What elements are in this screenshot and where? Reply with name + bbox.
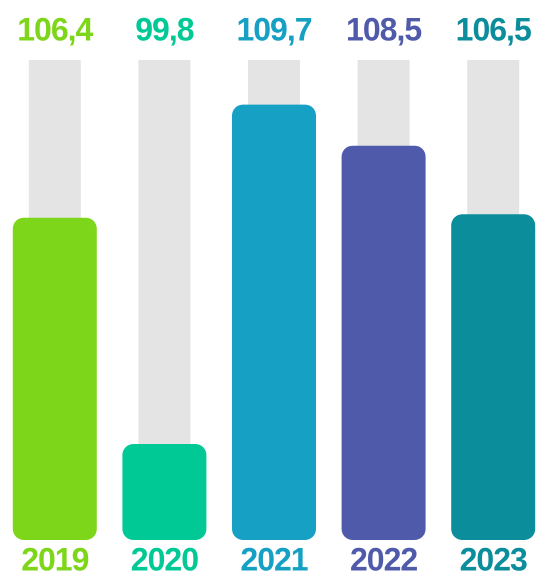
value-label: 106,5 bbox=[456, 11, 531, 47]
value-label: 109,7 bbox=[236, 11, 311, 47]
value-label: 106,4 bbox=[17, 11, 93, 47]
bar bbox=[122, 444, 207, 540]
value-label: 108,5 bbox=[346, 11, 421, 47]
category-label: 2019 bbox=[21, 541, 88, 577]
category-label: 2023 bbox=[460, 541, 527, 577]
bar bbox=[12, 217, 97, 540]
bar bbox=[232, 104, 316, 541]
value-label: 99,8 bbox=[135, 11, 193, 47]
category-label: 2022 bbox=[350, 541, 417, 577]
bar bbox=[451, 214, 536, 541]
category-label: 2021 bbox=[240, 541, 307, 577]
category-label: 2020 bbox=[131, 541, 198, 577]
bar bbox=[341, 145, 426, 540]
